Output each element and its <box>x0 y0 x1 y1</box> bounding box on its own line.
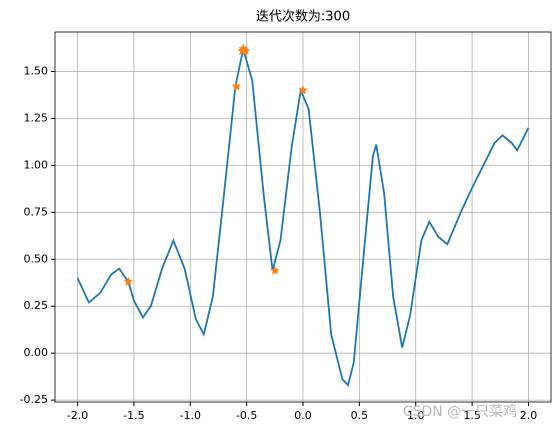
x-tick-label: 2.0 <box>520 409 538 422</box>
x-tick-label: 1.5 <box>463 409 481 422</box>
star-point <box>231 81 242 91</box>
y-tick-label: -0.25 <box>20 393 48 406</box>
y-tick-label: 1.50 <box>24 64 49 77</box>
x-tick-label: -2.0 <box>67 409 88 422</box>
x-tick-label: -0.5 <box>236 409 257 422</box>
line <box>76 48 530 387</box>
star-point <box>240 45 251 55</box>
star-point <box>298 85 308 95</box>
x-tick-label: 0.0 <box>294 409 312 422</box>
y-tick-label: 0.25 <box>24 299 49 312</box>
watermark: CSDN @一只菜鸡 <box>403 403 517 420</box>
star-point <box>270 265 280 275</box>
y-tick-label: 1.25 <box>24 111 49 124</box>
y-tick-label: 1.00 <box>24 158 49 171</box>
x-tick-label: -1.5 <box>123 409 144 422</box>
x-tick-label: 0.5 <box>351 409 369 422</box>
x-tick-label: 1.0 <box>407 409 425 422</box>
y-tick-label: 0.50 <box>24 252 49 265</box>
y-tick-label: 0.00 <box>24 346 49 359</box>
plot-frame <box>54 31 552 403</box>
y-tick-label: 0.75 <box>24 205 49 218</box>
star-point <box>123 276 134 286</box>
x-tick-label: -1.0 <box>180 409 201 422</box>
chart-title: 迭代次数为:300 <box>256 9 350 25</box>
